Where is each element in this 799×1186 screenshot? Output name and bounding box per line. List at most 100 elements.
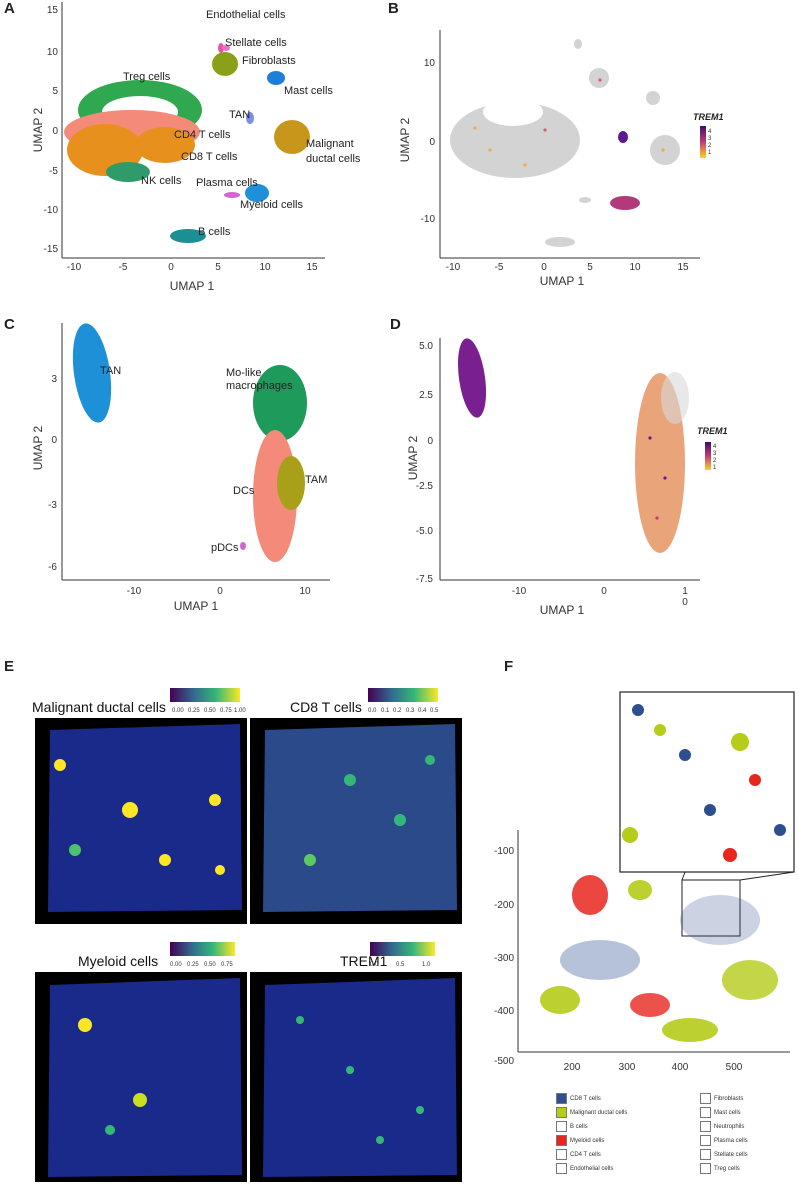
label-tan: TAN bbox=[229, 109, 250, 121]
legend-item: Mast cells bbox=[700, 1107, 741, 1118]
legend-swatch bbox=[556, 1163, 567, 1174]
legend-label: Mast cells bbox=[714, 1110, 741, 1117]
trem1-high-cluster bbox=[618, 131, 628, 143]
x-axis-title: UMAP 1 bbox=[174, 599, 219, 613]
legend-title: TREM1 bbox=[697, 426, 728, 436]
tick: 5.0 bbox=[419, 341, 433, 352]
legend-label: B cells bbox=[570, 1124, 588, 1131]
tick: 0 bbox=[429, 137, 435, 148]
tick: 300 bbox=[619, 1062, 636, 1073]
tick: -5 bbox=[119, 262, 128, 273]
label-endothelial: Endothelial cells bbox=[206, 9, 286, 21]
panel-d-cells bbox=[457, 338, 689, 553]
panel-a-xticks: -10 -5 0 5 10 15 bbox=[67, 262, 318, 273]
legend-tick: 1 bbox=[708, 150, 712, 156]
panel-label-c: C bbox=[4, 316, 15, 333]
tick: 0 bbox=[51, 435, 57, 446]
tick: -7.5 bbox=[416, 574, 434, 585]
legend-tick: 3 bbox=[713, 451, 717, 457]
cluster-nk bbox=[106, 162, 150, 182]
tick: 200 bbox=[564, 1062, 581, 1073]
legend-item: Plasma cells bbox=[700, 1135, 748, 1146]
tick: 10 bbox=[629, 262, 641, 273]
cluster-malignant bbox=[274, 120, 310, 154]
label-tan: TAN bbox=[100, 365, 121, 377]
tick: 0 bbox=[682, 597, 688, 608]
panel-c-xticks: -10 0 10 bbox=[127, 586, 311, 597]
tick: 5 bbox=[215, 262, 221, 273]
cluster-mast bbox=[267, 71, 285, 85]
tick: -6 bbox=[48, 562, 57, 573]
colorbar-tick: 1.0 bbox=[422, 962, 431, 968]
panel-c-umap: TAN Mo-like macrophages DCs TAM pDCs -10… bbox=[31, 323, 330, 613]
tick: 2.5 bbox=[419, 390, 433, 401]
cluster-pdcs bbox=[240, 542, 246, 550]
legend-label: Plasma cells bbox=[714, 1138, 748, 1145]
panel-a-yticks: 15 10 5 0 -5 -10 -15 bbox=[44, 5, 59, 255]
tick: 15 bbox=[677, 262, 689, 273]
zoom-box bbox=[681, 879, 741, 937]
panel-d-legend: TREM1 4 3 2 1 bbox=[697, 426, 728, 471]
label-tam: TAM bbox=[305, 474, 327, 486]
legend-tick: 2 bbox=[713, 458, 717, 464]
label-bcells: B cells bbox=[198, 226, 231, 238]
tick: -100 bbox=[494, 846, 514, 857]
legend-item: CD8 T cells bbox=[556, 1093, 601, 1104]
panel-label-f: F bbox=[504, 658, 514, 675]
tick: -5 bbox=[495, 262, 504, 273]
tick: -10 bbox=[44, 205, 59, 216]
legend-tick: 4 bbox=[708, 129, 712, 135]
legend-swatch bbox=[700, 1149, 711, 1160]
legend-label: Fibroblasts bbox=[714, 1096, 744, 1103]
legend-label: Myeloid cells bbox=[570, 1138, 605, 1145]
panel-b-yticks: 10 0 -10 bbox=[421, 58, 436, 225]
legend-swatch bbox=[700, 1093, 711, 1104]
y-axis-title: UMAP 2 bbox=[398, 117, 412, 162]
legend-tick: 1 bbox=[713, 465, 717, 471]
colorbar-tick: 0.0 bbox=[370, 962, 379, 968]
inset-pies bbox=[622, 704, 786, 862]
cluster-tam bbox=[277, 456, 305, 510]
legend-swatch bbox=[556, 1093, 567, 1104]
legend-tick: 4 bbox=[713, 444, 717, 450]
tick: -400 bbox=[494, 1006, 514, 1017]
colorbar-tick: 0.25 bbox=[188, 708, 200, 714]
tick: 10 bbox=[299, 586, 311, 597]
colorbar-tick: 0.75 bbox=[221, 962, 233, 968]
panel-a-labels: Endothelial cells Stellate cells Fibrobl… bbox=[123, 9, 361, 238]
panel-d-umap: TREM1 4 3 2 1 -10 0 1 0 5.0 2.5 0 -2.5 -… bbox=[406, 338, 728, 617]
colorbar-tick: 1.00 bbox=[234, 708, 246, 714]
tick: 500 bbox=[726, 1062, 743, 1073]
legend-colorbar bbox=[700, 126, 706, 158]
legend-item: Myeloid cells bbox=[556, 1135, 604, 1146]
legend-label: Malignant ductal cells bbox=[570, 1110, 628, 1117]
legend-swatch bbox=[700, 1121, 711, 1132]
legend-swatch bbox=[556, 1135, 567, 1146]
legend-item: Malignant ductal cells bbox=[556, 1107, 627, 1118]
panel-b-xticks: -10 -5 0 5 10 15 bbox=[446, 262, 689, 273]
map-title: CD8 T cells bbox=[290, 699, 362, 715]
legend-item: Stellate cells bbox=[700, 1149, 748, 1160]
map-title: Malignant ductal cells bbox=[32, 699, 166, 715]
tick: -3 bbox=[48, 500, 57, 511]
panel-d-xticks: -10 0 1 0 bbox=[512, 586, 688, 608]
panel-label-d: D bbox=[390, 316, 401, 333]
legend-swatch bbox=[556, 1149, 567, 1160]
label-mast: Mast cells bbox=[284, 85, 333, 97]
colorbar-tick: 0.75 bbox=[220, 708, 232, 714]
legend-swatch bbox=[556, 1121, 567, 1132]
panel-c-yticks: 3 0 -3 -6 bbox=[48, 374, 57, 573]
cluster-mo-macrophages bbox=[253, 365, 307, 441]
colorbar-tick: 0.00 bbox=[172, 708, 184, 714]
tick: 5 bbox=[587, 262, 593, 273]
cluster-tan bbox=[72, 323, 112, 423]
tick: 0 bbox=[168, 262, 174, 273]
tick: 10 bbox=[47, 47, 59, 58]
label-pdcs: pDCs bbox=[211, 542, 239, 554]
tick: -10 bbox=[512, 586, 527, 597]
colorbar bbox=[170, 942, 235, 956]
tick: 0 bbox=[601, 586, 607, 597]
tick: -10 bbox=[421, 214, 436, 225]
tick: -15 bbox=[44, 244, 59, 255]
tick: 15 bbox=[306, 262, 318, 273]
